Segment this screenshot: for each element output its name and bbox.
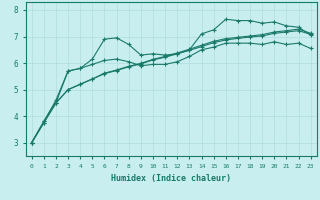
X-axis label: Humidex (Indice chaleur): Humidex (Indice chaleur) bbox=[111, 174, 231, 183]
